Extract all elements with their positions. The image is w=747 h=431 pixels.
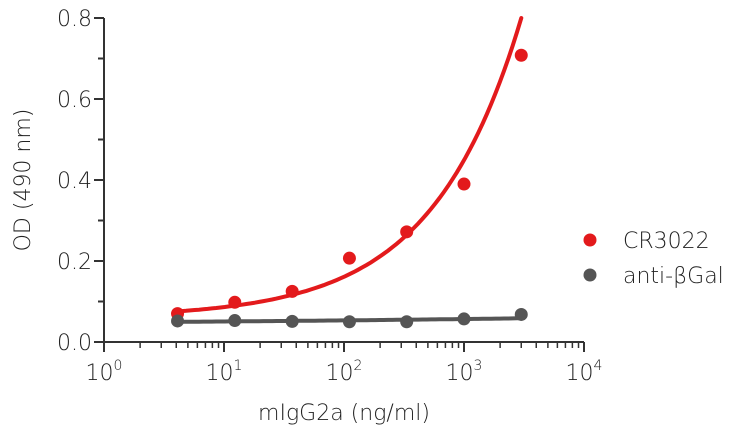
fit-curve-series-1 (175, 16, 524, 314)
x-tick-label: 101 (206, 358, 243, 386)
y-axis-title: OD (490 nm) (11, 109, 36, 252)
legend-label-series-2: anti-βGal (623, 264, 724, 289)
data-point-series-1 (514, 48, 528, 62)
y-tick-label: 0.8 (57, 7, 92, 32)
y-tick-label: 0.2 (57, 250, 92, 275)
x-tick-label: 100 (86, 358, 123, 386)
legend-marker-series-1 (583, 233, 597, 247)
data-point-series-2 (400, 315, 414, 329)
data-point-series-1 (342, 251, 356, 265)
data-point-series-1 (457, 177, 471, 191)
data-point-series-1 (285, 284, 299, 298)
x-tick-label: 103 (446, 358, 483, 386)
legend-label-series-1: CR3022 (623, 229, 710, 254)
legend-marker-series-2 (583, 268, 597, 282)
y-tick-label: 0.6 (57, 88, 92, 113)
x-axis-title: mIgG2a (ng/ml) (258, 401, 430, 426)
data-point-series-1 (400, 225, 414, 239)
data-point-series-2 (171, 314, 185, 328)
x-tick-label: 102 (326, 358, 363, 386)
y-tick-label: 0.0 (57, 331, 92, 356)
data-point-series-2 (457, 312, 471, 326)
data-point-series-2 (285, 314, 299, 328)
data-point-series-2 (514, 307, 528, 321)
data-point-series-2 (342, 315, 356, 329)
data-point-series-2 (228, 314, 242, 328)
data-point-series-1 (228, 295, 242, 309)
x-tick-label: 104 (566, 358, 603, 386)
y-tick-label: 0.4 (57, 169, 92, 194)
